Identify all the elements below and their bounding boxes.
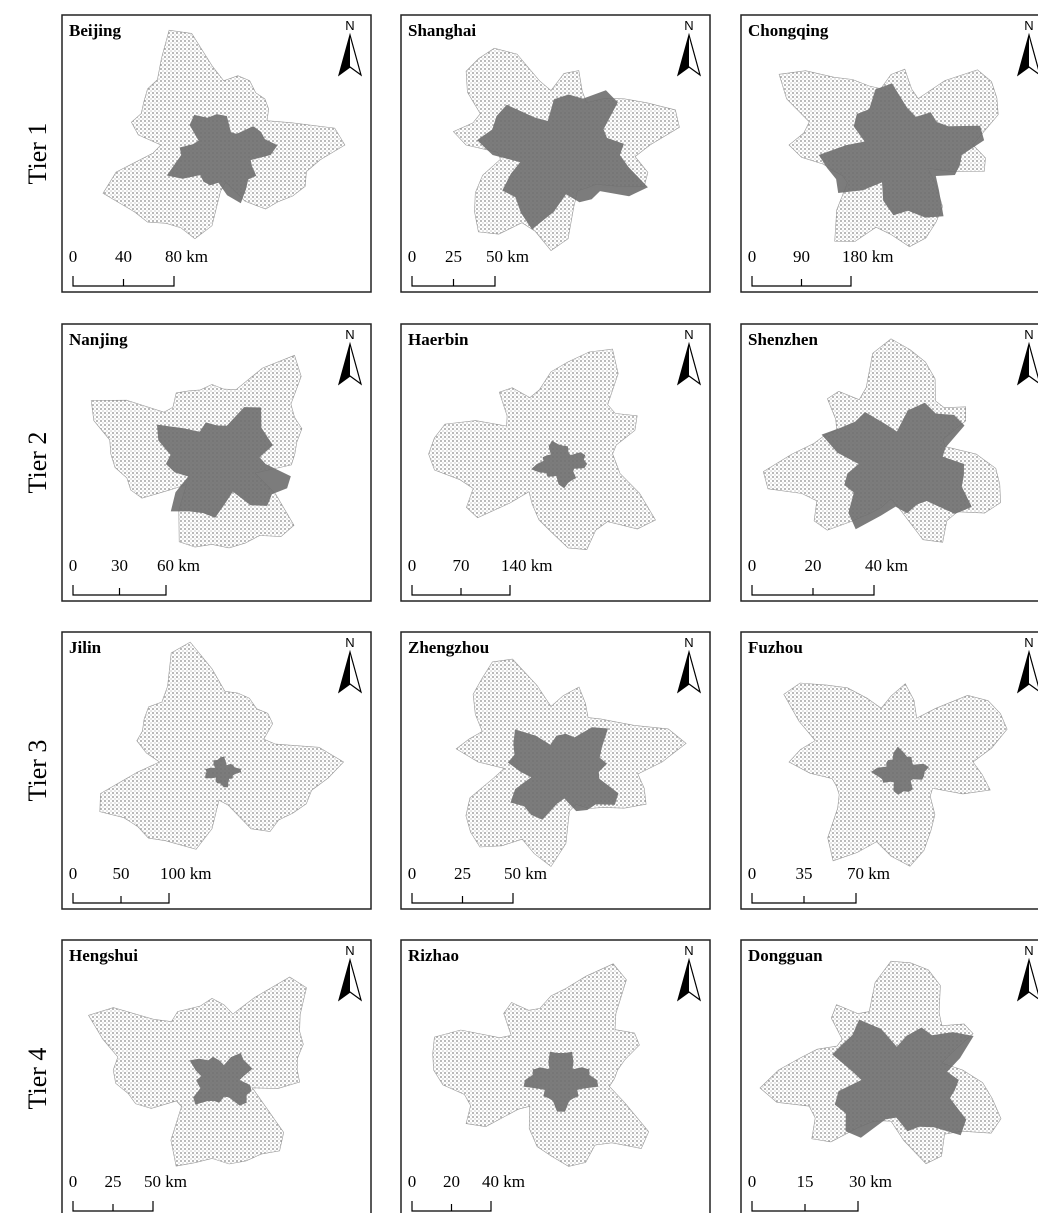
city-name: Chongqing — [748, 21, 829, 40]
scale-label: 0 — [69, 1172, 78, 1191]
scale-label: 0 — [69, 864, 78, 883]
scale-label: 0 — [748, 556, 757, 575]
north-label: N — [1024, 943, 1033, 958]
scale-label: 50 — [113, 864, 130, 883]
north-label: N — [345, 943, 354, 958]
scale-label: 0 — [748, 247, 757, 266]
map-panel: Beijing N 0 40 80 km — [62, 15, 371, 292]
city-name: Dongguan — [748, 946, 823, 965]
city-name: Fuzhou — [748, 638, 803, 657]
north-label: N — [1024, 327, 1033, 342]
map-panel: Shanghai N 0 25 50 km — [401, 15, 710, 292]
map-panel: Zhengzhou N 0 25 50 km — [401, 632, 710, 909]
map-panel: Fuzhou N 0 35 70 km — [741, 632, 1038, 909]
row-label: Tier 3 — [23, 740, 52, 802]
map-panel: Dongguan N 0 15 30 km — [741, 940, 1038, 1213]
north-label: N — [345, 635, 354, 650]
scale-label: 40 — [115, 247, 132, 266]
scale-label: 20 — [805, 556, 822, 575]
row-label: Tier 4 — [23, 1048, 52, 1110]
map-panel: Nanjing N 0 30 60 km — [62, 324, 371, 601]
scale-label: 50 km — [504, 864, 547, 883]
scale-label: 40 km — [482, 1172, 525, 1191]
scale-label: 50 km — [144, 1172, 187, 1191]
scale-label: 15 — [797, 1172, 814, 1191]
scale-label: 30 km — [849, 1172, 892, 1191]
north-label: N — [345, 327, 354, 342]
north-label: N — [684, 635, 693, 650]
city-name: Haerbin — [408, 330, 469, 349]
scale-label: 0 — [748, 864, 757, 883]
north-label: N — [1024, 18, 1033, 33]
map-panel: Chongqing N 0 90 180 km — [741, 15, 1038, 292]
map-panel: Shenzhen N 0 20 40 km — [741, 324, 1038, 601]
scale-label: 35 — [796, 864, 813, 883]
scale-label: 60 km — [157, 556, 200, 575]
scale-label: 0 — [408, 864, 417, 883]
scale-label: 30 — [111, 556, 128, 575]
city-name: Shanghai — [408, 21, 476, 40]
scale-label: 0 — [408, 1172, 417, 1191]
city-name: Rizhao — [408, 946, 459, 965]
city-name: Nanjing — [69, 330, 128, 349]
north-label: N — [684, 943, 693, 958]
map-panel: Haerbin N 0 70 140 km — [401, 324, 710, 601]
scale-label: 140 km — [501, 556, 552, 575]
figure: Tier 1 Beijing N 0 40 80 km Shanghai N 0 25 50 km C… — [0, 0, 1038, 1213]
row-label: Tier 1 — [23, 123, 52, 185]
scale-label: 40 km — [865, 556, 908, 575]
map-panel: Jilin N 0 50 100 km — [62, 632, 371, 909]
scale-label: 0 — [69, 247, 78, 266]
north-label: N — [345, 18, 354, 33]
scale-label: 0 — [748, 1172, 757, 1191]
city-name: Zhengzhou — [408, 638, 489, 657]
north-label: N — [684, 18, 693, 33]
scale-label: 0 — [408, 247, 417, 266]
scale-label: 25 — [105, 1172, 122, 1191]
north-label: N — [684, 327, 693, 342]
row-label: Tier 2 — [23, 432, 52, 494]
scale-label: 0 — [69, 556, 78, 575]
scale-label: 50 km — [486, 247, 529, 266]
city-name: Beijing — [69, 21, 121, 40]
map-panel: Rizhao N 0 20 40 km — [401, 940, 710, 1213]
city-name: Hengshui — [69, 946, 138, 965]
city-name: Jilin — [69, 638, 102, 657]
scale-label: 100 km — [160, 864, 211, 883]
scale-label: 25 — [445, 247, 462, 266]
scale-label: 70 km — [847, 864, 890, 883]
scale-label: 180 km — [842, 247, 893, 266]
map-panel: Hengshui N 0 25 50 km — [62, 940, 371, 1213]
scale-label: 20 — [443, 1172, 460, 1191]
city-name: Shenzhen — [748, 330, 818, 349]
scale-label: 70 — [453, 556, 470, 575]
scale-label: 80 km — [165, 247, 208, 266]
scale-label: 0 — [408, 556, 417, 575]
scale-label: 25 — [454, 864, 471, 883]
scale-label: 90 — [793, 247, 810, 266]
north-label: N — [1024, 635, 1033, 650]
